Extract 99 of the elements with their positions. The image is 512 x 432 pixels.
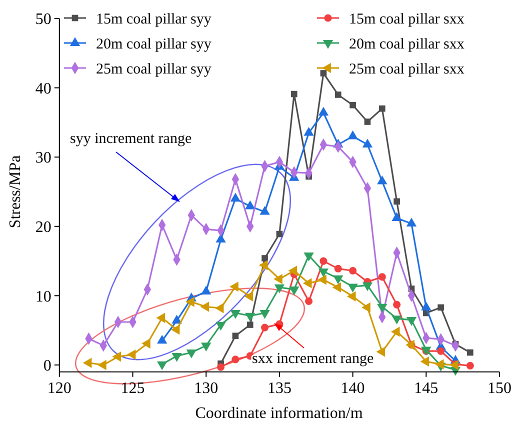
point — [320, 70, 327, 76]
point — [304, 126, 314, 136]
point — [98, 360, 106, 370]
point — [260, 324, 269, 332]
point — [438, 304, 444, 311]
point — [186, 350, 197, 358]
point — [258, 260, 268, 270]
y-tick-label: 40 — [35, 80, 52, 98]
point — [156, 361, 168, 370]
point — [172, 353, 182, 362]
point — [318, 106, 329, 116]
point — [290, 90, 298, 98]
legend-label: 15m coal pillar sxx — [349, 11, 465, 28]
point — [406, 218, 417, 227]
point — [142, 338, 150, 349]
point — [349, 266, 357, 275]
point — [156, 312, 166, 323]
point — [434, 359, 444, 370]
point — [230, 192, 241, 202]
point — [260, 310, 270, 319]
point — [289, 286, 300, 296]
point — [214, 303, 224, 314]
legend-label: 25m coal pillar sxx — [349, 61, 465, 78]
point — [466, 362, 474, 370]
x-tick-label: 125 — [120, 380, 145, 397]
point — [378, 273, 386, 281]
y-tick-label: 0 — [43, 358, 52, 375]
point — [364, 118, 371, 125]
point — [362, 302, 370, 313]
point — [245, 312, 256, 322]
point — [348, 284, 358, 293]
legend-label: 15m coal pillar syy — [96, 11, 212, 28]
point — [334, 264, 342, 272]
point — [232, 332, 239, 340]
point — [376, 346, 386, 357]
point — [201, 342, 212, 352]
point — [420, 356, 430, 367]
y-tick-label: 30 — [35, 150, 52, 167]
x-tick-label: 150 — [488, 380, 512, 397]
point — [437, 347, 445, 355]
x-tick-label: 120 — [47, 380, 72, 397]
point — [170, 324, 180, 335]
x-tick-label: 145 — [414, 380, 438, 397]
point — [377, 175, 388, 184]
point — [288, 266, 298, 276]
point — [305, 297, 313, 305]
point — [393, 300, 401, 308]
point — [362, 138, 373, 148]
y-tick-label: 50 — [35, 11, 52, 28]
annotation: sxx increment range — [252, 351, 374, 367]
point — [348, 130, 358, 140]
point — [82, 358, 92, 368]
point — [406, 316, 417, 326]
x-tick-label: 130 — [194, 380, 218, 397]
point — [302, 278, 312, 288]
point — [390, 326, 400, 337]
point — [245, 200, 256, 210]
x-tick-label: 135 — [267, 380, 292, 397]
y-axis-title: Stress/MPa — [7, 155, 24, 228]
point — [274, 274, 282, 284]
point — [232, 356, 240, 364]
point — [332, 282, 342, 292]
point — [346, 291, 356, 302]
legend-label: 20m coal pillar syy — [96, 36, 212, 52]
legend-label: 25m coal pillar syy — [96, 61, 212, 78]
point — [350, 102, 356, 108]
point — [186, 296, 194, 308]
point — [362, 282, 373, 292]
point — [333, 275, 344, 284]
legend-label: 20m coal pillar sxx — [349, 36, 465, 52]
point — [112, 352, 122, 362]
point — [276, 230, 283, 238]
point — [244, 291, 254, 302]
point — [216, 322, 226, 331]
point — [126, 349, 136, 360]
point — [262, 255, 268, 262]
point — [230, 310, 241, 319]
x-tick-label: 140 — [340, 380, 365, 397]
point — [216, 363, 225, 371]
point — [318, 274, 326, 285]
point — [392, 212, 402, 222]
y-tick-label: 10 — [35, 288, 52, 306]
point — [377, 304, 388, 313]
point — [392, 316, 402, 324]
point — [394, 198, 400, 205]
x-axis-title: Coordinate information/m — [195, 405, 364, 422]
point — [334, 92, 342, 98]
point — [378, 105, 386, 112]
point — [318, 268, 329, 278]
point — [246, 322, 254, 328]
point — [230, 282, 238, 292]
point — [216, 234, 226, 242]
point — [320, 257, 328, 265]
point — [260, 206, 270, 215]
point — [200, 302, 210, 312]
point — [274, 284, 285, 294]
point — [467, 349, 474, 356]
annotation: syy increment range — [70, 131, 192, 147]
y-tick-label: 20 — [35, 218, 52, 236]
